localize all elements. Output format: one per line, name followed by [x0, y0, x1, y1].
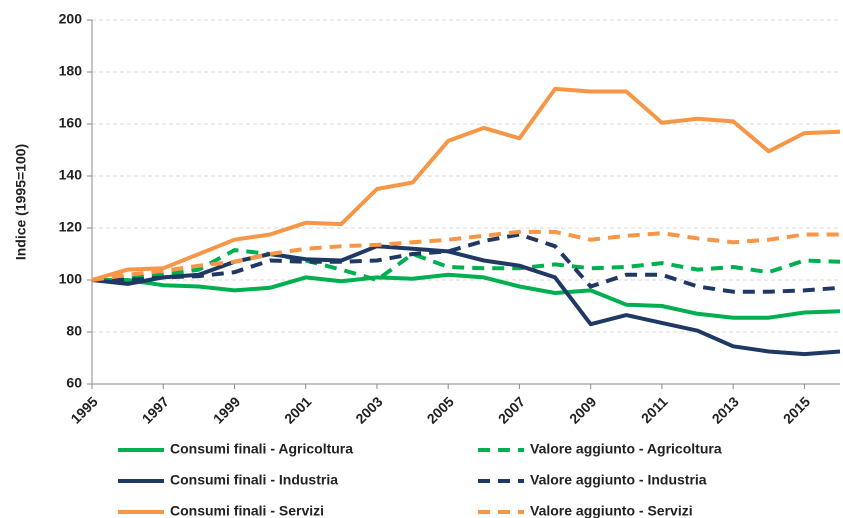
x-tick-label: 2007	[495, 393, 528, 426]
x-tick-label: 2011	[638, 393, 671, 426]
series-line	[91, 86, 841, 282]
legend-label: Valore aggiunto - Industria	[530, 472, 707, 488]
x-tick-label: 2003	[352, 393, 385, 426]
x-tick-label: 1995	[67, 393, 100, 426]
y-tick-label: 120	[59, 219, 83, 235]
x-tick-label: 2001	[281, 393, 314, 426]
legend-label: Consumi finali - Industria	[170, 472, 338, 488]
series-line	[91, 248, 841, 282]
legend-label: Valore aggiunto - Servizi	[530, 503, 693, 518]
y-tick-label: 200	[59, 11, 83, 27]
series-line	[91, 244, 841, 357]
y-tick-label: 140	[59, 167, 83, 183]
x-tick-label: 2013	[709, 393, 742, 426]
series-line	[91, 229, 840, 282]
series-line	[92, 232, 841, 294]
x-tick-label: 2015	[780, 393, 813, 426]
y-tick-label: 80	[66, 323, 82, 339]
x-tick-label: 1997	[139, 393, 172, 426]
x-tick-label: 1999	[210, 393, 243, 426]
y-tick-label: 100	[59, 271, 83, 287]
series-line	[92, 272, 841, 320]
x-tick-label: 2005	[424, 393, 457, 426]
legend-label: Valore aggiunto - Agricoltura	[530, 441, 722, 457]
legend-label: Consumi finali - Agricoltura	[170, 441, 353, 457]
y-axis-label: Indice (1995=100)	[13, 144, 29, 260]
y-tick-label: 60	[66, 375, 82, 391]
x-tick-label: 2009	[566, 393, 599, 426]
y-tick-label: 160	[59, 115, 83, 131]
legend-label: Consumi finali - Servizi	[170, 503, 324, 518]
y-tick-label: 180	[59, 63, 83, 79]
